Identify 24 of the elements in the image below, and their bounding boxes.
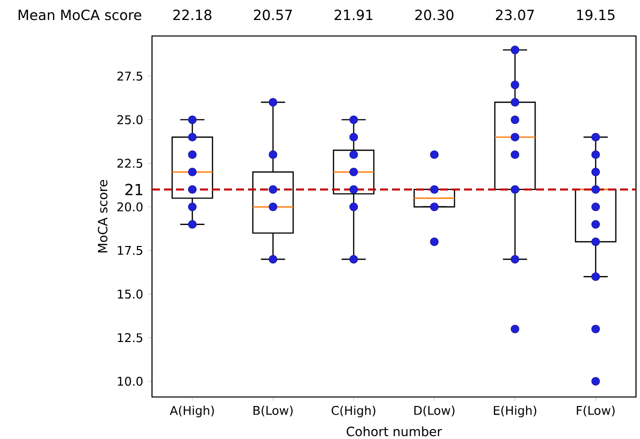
text: 23.07 — [496, 10, 534, 20]
y-tick-label: 15.0 — [118, 290, 142, 299]
text: 22.18 — [173, 10, 212, 20]
y-tick-label: 22.5 — [117, 158, 142, 168]
x-tick-label: C(High) — [332, 406, 376, 418]
x-tick-label: E(High) — [494, 406, 536, 418]
text: 20.57 — [254, 10, 292, 20]
y-tick-label: 25.0 — [117, 115, 142, 124]
ref-line-label: 21 — [125, 184, 142, 196]
text: 19.15 — [577, 10, 614, 20]
x-tick-label: A(High) — [170, 406, 214, 418]
y-tick-label: 10.0 — [118, 376, 142, 386]
y-tick-label: 20.0 — [117, 202, 142, 212]
y-tick-label: 12.5 — [118, 333, 142, 342]
x-tick-label: F(Low) — [576, 406, 615, 416]
x-tick-label: B(Low) — [254, 406, 293, 416]
text: 21.91 — [334, 10, 372, 20]
x-tick-label: D(Low) — [414, 406, 454, 416]
y-tick-label: 17.5 — [118, 246, 142, 255]
x-axis-title: Cohort number — [346, 426, 442, 436]
y-axis-title: MoCA score — [98, 180, 108, 252]
y-tick-label: 27.5 — [117, 72, 142, 81]
text: Mean MoCA score — [18, 10, 142, 20]
text: 20.30 — [415, 10, 454, 20]
